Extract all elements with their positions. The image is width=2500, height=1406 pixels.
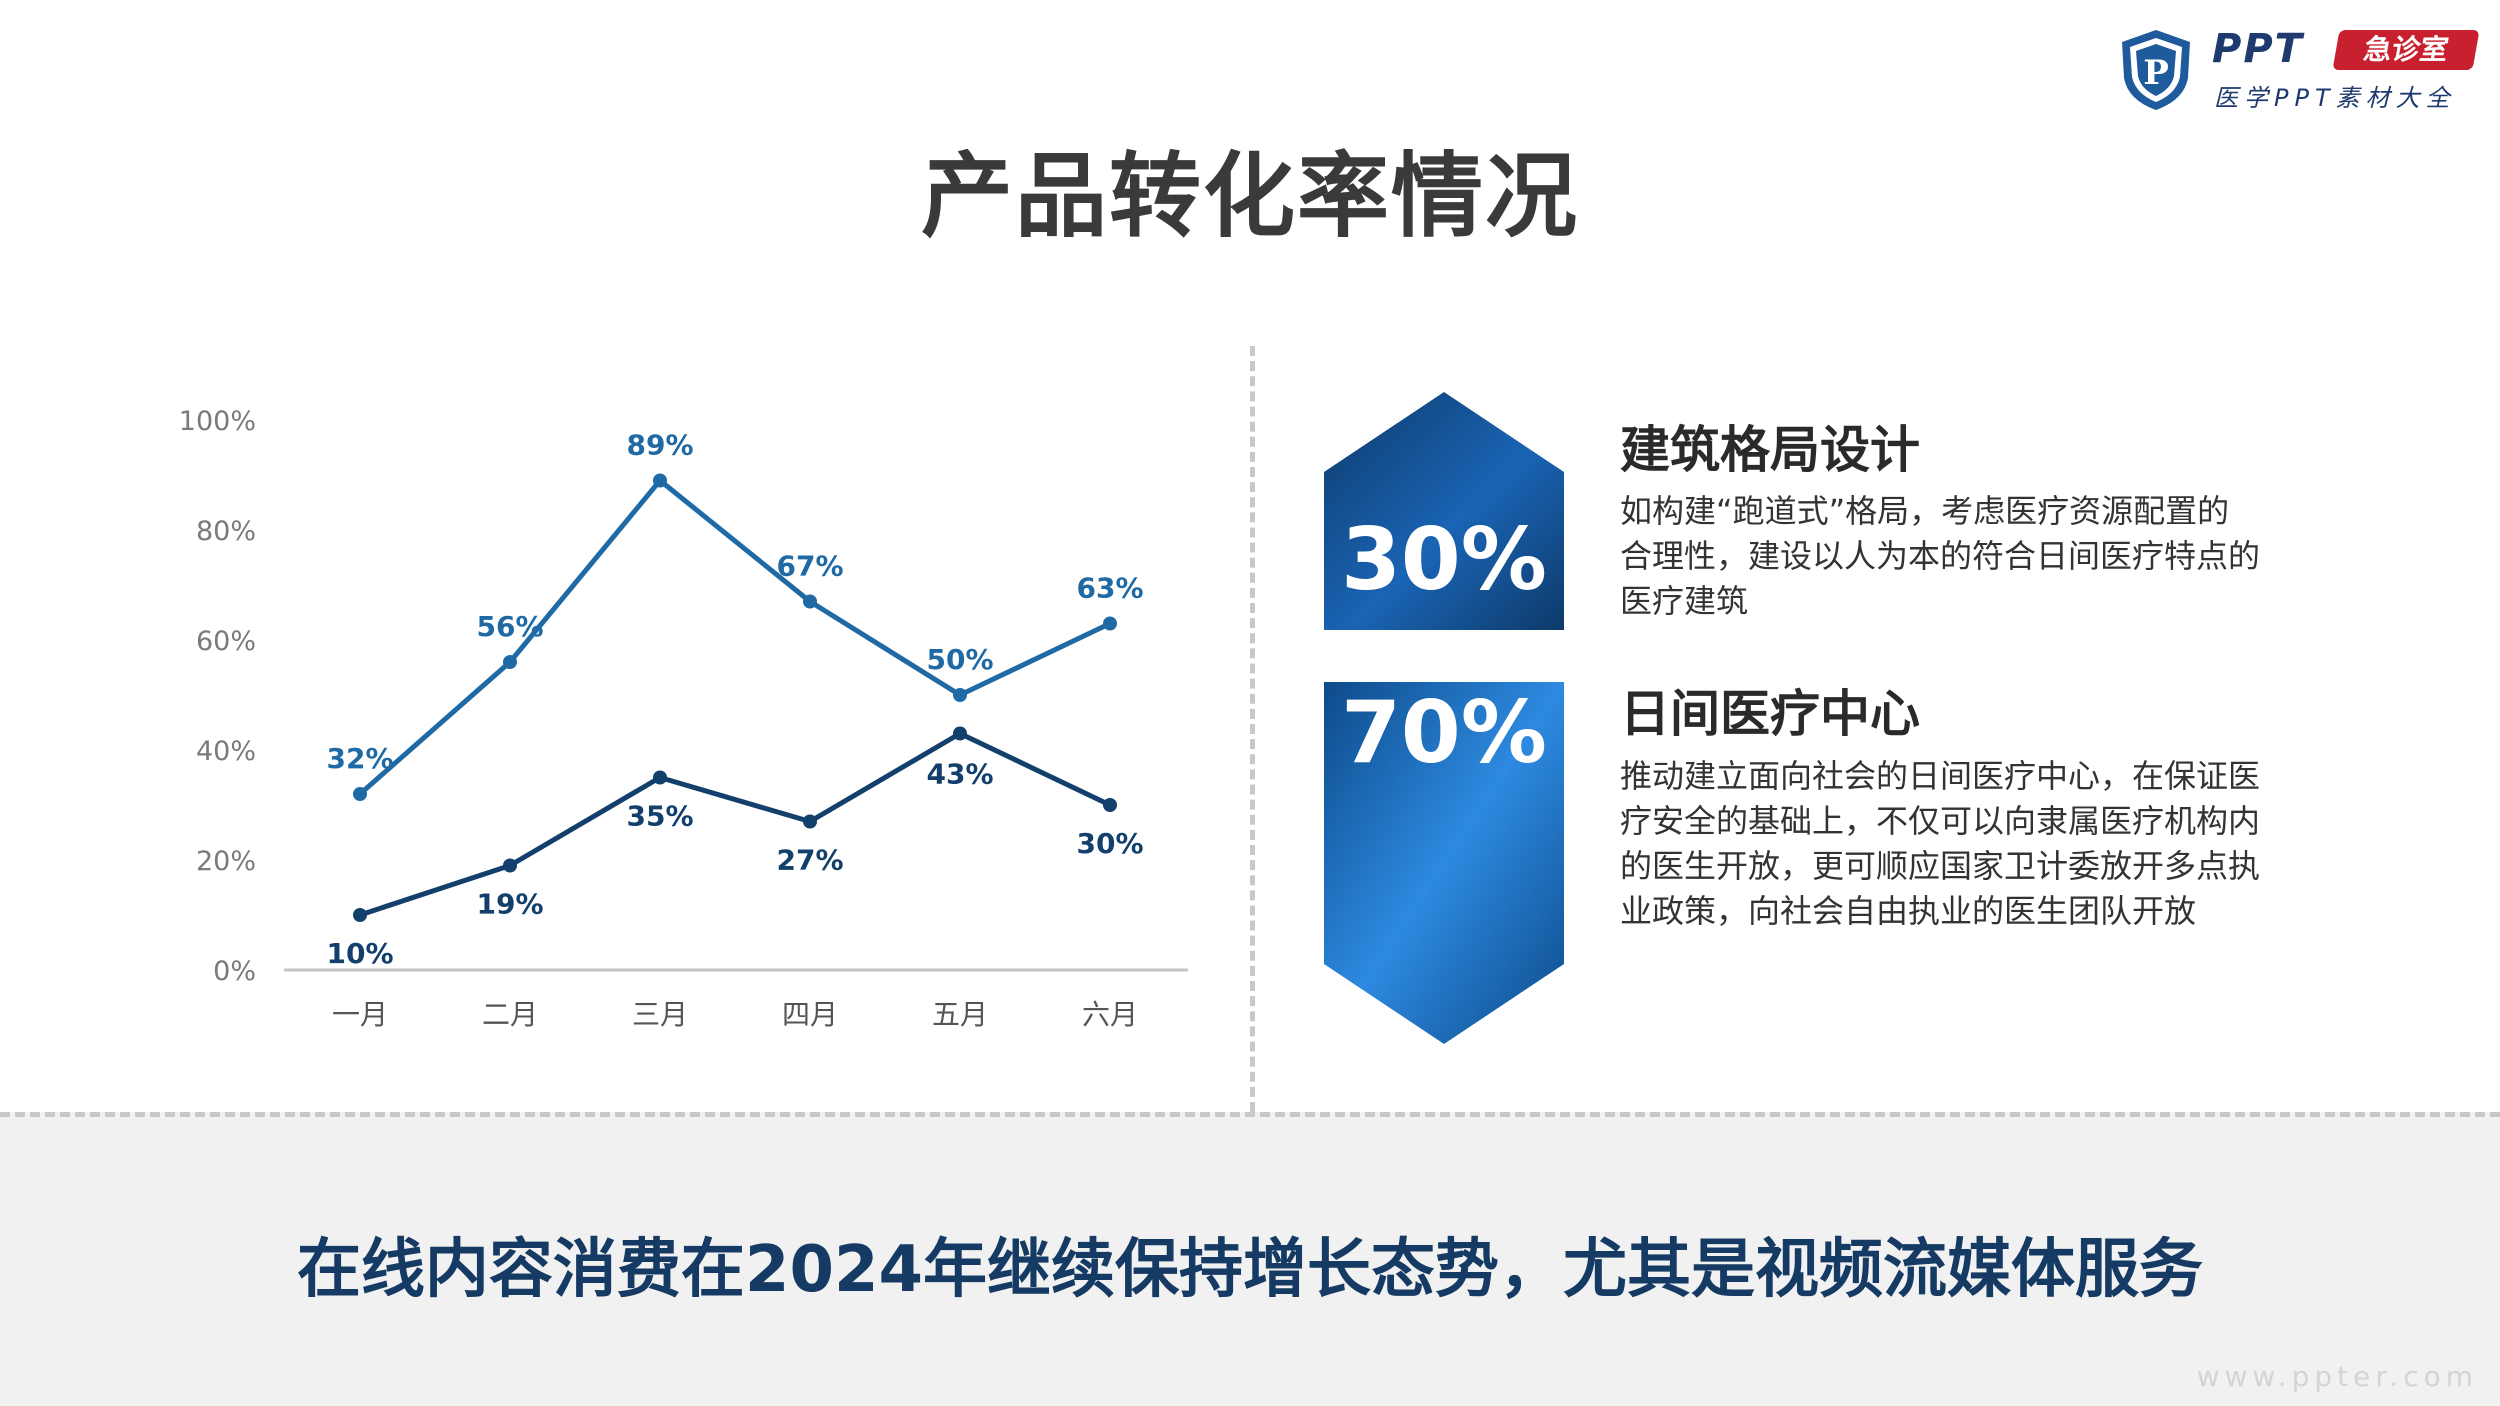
y-tick-label: 100% xyxy=(179,406,256,437)
data-label: 63% xyxy=(1076,572,1143,605)
data-point xyxy=(503,858,517,873)
item-desc-2: 推动建立面向社会的日间医疗中心，在保证医疗安全的基础上，不仅可以向隶属医疗机构内… xyxy=(1620,757,2261,930)
data-point xyxy=(653,770,667,785)
stat-value-2: 70% xyxy=(1341,683,1547,783)
y-tick-label: 40% xyxy=(196,736,256,767)
data-point xyxy=(803,814,817,829)
data-label: 10% xyxy=(326,937,393,970)
data-point xyxy=(503,655,517,669)
stat-value-1: 30% xyxy=(1341,510,1547,610)
data-point xyxy=(1103,616,1117,631)
vertical-divider xyxy=(1250,346,1255,1112)
item-title-2: 日间医疗中心 xyxy=(1620,685,1920,743)
logo-subtitle: 医学PPT素材大全 xyxy=(2214,84,2456,112)
page-title: 产品转化率情况 xyxy=(920,143,1579,250)
logo-badge: 急诊室 xyxy=(2332,30,2480,70)
data-label: 32% xyxy=(326,742,393,775)
data-label: 50% xyxy=(926,643,993,676)
data-point xyxy=(803,594,817,609)
logo-ppt-text: PPT xyxy=(2212,26,2304,72)
data-label: 67% xyxy=(776,550,843,583)
logo: P PPT 急诊室 医学PPT素材大全 xyxy=(2118,24,2480,114)
x-tick-label: 二月 xyxy=(482,998,538,1031)
stat-block-1: 30% xyxy=(1324,392,1564,630)
item-desc-1: 如构建“跑道式”格局，考虑医疗资源配置的合理性，建设以人为本的符合日间医疗特点的… xyxy=(1620,492,2261,620)
shield-letter: P xyxy=(2143,53,2169,93)
y-tick-label: 80% xyxy=(196,516,256,547)
footer-text: 在线内容消费在2024年继续保持增长态势，尤其是视频流媒体服务 xyxy=(296,1233,2204,1307)
stat-block-2: 70% xyxy=(1324,682,1564,1044)
x-tick-label: 一月 xyxy=(332,998,388,1031)
x-tick-label: 六月 xyxy=(1082,998,1138,1031)
y-tick-label: 60% xyxy=(196,626,256,657)
shield-icon: P xyxy=(2122,30,2190,110)
data-point xyxy=(653,473,667,488)
item-title-1: 建筑格局设计 xyxy=(1620,421,1920,479)
data-label: 35% xyxy=(626,800,693,833)
y-tick-label: 0% xyxy=(213,956,256,987)
x-tick-label: 四月 xyxy=(782,998,838,1031)
stat-shape-1 xyxy=(1324,392,1564,630)
x-tick-label: 三月 xyxy=(632,998,688,1031)
stat-shape-2 xyxy=(1324,682,1564,1044)
series-line-2 xyxy=(359,731,1112,918)
series-line-1 xyxy=(358,478,1112,796)
x-tick-label: 五月 xyxy=(932,998,988,1031)
data-point xyxy=(1103,798,1117,812)
data-label: 19% xyxy=(476,888,543,921)
footer-band xyxy=(0,1112,2500,1406)
data-point xyxy=(953,726,967,741)
line-chart: 0% 20% 40% 60% 80% 100% 一月 二月 三月 四月 五月 六月 32% 56% 89% 6… xyxy=(179,406,1188,1031)
data-label: 30% xyxy=(1076,827,1143,860)
y-tick-label: 20% xyxy=(196,846,256,877)
data-point xyxy=(353,787,367,801)
watermark: www.ppter.com xyxy=(2196,1360,2478,1393)
data-label: 89% xyxy=(626,429,693,462)
data-label: 43% xyxy=(926,758,993,791)
data-label: 27% xyxy=(776,844,843,877)
data-label: 56% xyxy=(476,610,543,643)
data-point xyxy=(353,908,367,922)
data-point xyxy=(953,688,967,702)
